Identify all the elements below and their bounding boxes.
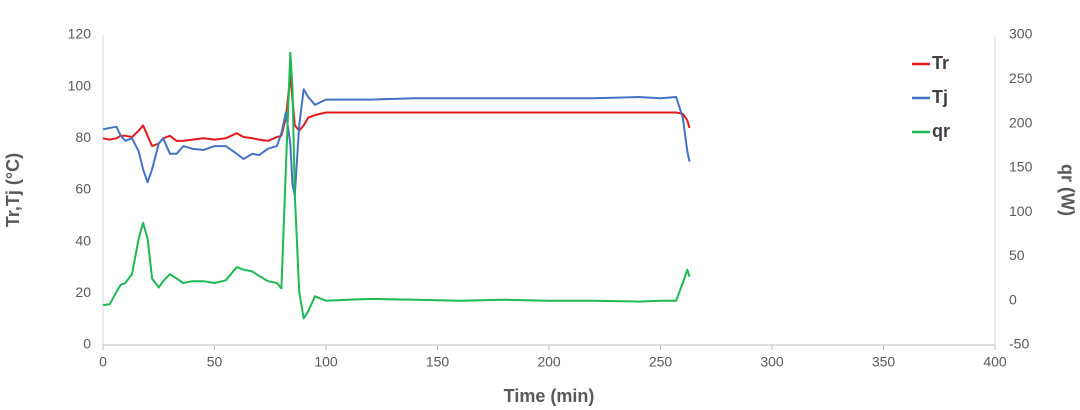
series-line [102,51,691,320]
x-tick-label: 200 [537,354,561,370]
x-tick-label: 300 [760,354,784,370]
x-tick-label: 100 [314,354,338,370]
y2-tick-label: 100 [1009,203,1033,219]
y-tick-label: 80 [75,129,91,145]
y-tick-label: 20 [75,284,91,300]
x-tick-label: 400 [983,354,1007,370]
y2-tick-label: 200 [1009,114,1033,130]
y-tick-label: 120 [68,26,92,42]
y-tick-label: 60 [75,181,91,197]
x-tick-label: 250 [649,354,673,370]
y2-tick-label: 150 [1009,159,1033,175]
legend-label: Tj [932,87,948,107]
y2-tick-label: 250 [1009,70,1033,86]
x-tick-label: 150 [426,354,450,370]
y2-tick-label: 0 [1009,291,1017,307]
y2-tick-label: 300 [1009,26,1033,42]
y2-axis-title: qr (W) [1057,164,1077,216]
x-tick-label: 350 [872,354,896,370]
y-tick-label: 40 [75,232,91,248]
legend-label: qr [932,121,950,141]
y-axis-title: Tr,Tj (°C) [3,153,23,227]
y-tick-label: 0 [83,336,91,352]
y2-tick-label: -50 [1009,336,1029,352]
series-line [102,75,691,148]
y2-tick-label: 50 [1009,247,1025,263]
legend-label: Tr [932,53,949,73]
x-tick-label: 0 [99,354,107,370]
x-tick-label: 50 [207,354,223,370]
y-tick-label: 100 [68,77,92,93]
series-line [102,88,691,197]
x-axis-title: Time (min) [504,386,595,406]
